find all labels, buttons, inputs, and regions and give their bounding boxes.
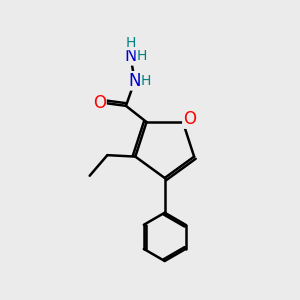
Text: N: N <box>128 72 141 90</box>
Text: H: H <box>125 35 136 50</box>
Text: O: O <box>183 110 196 128</box>
Text: H: H <box>141 74 151 88</box>
Text: H: H <box>136 49 147 63</box>
Text: N: N <box>124 47 136 65</box>
Text: O: O <box>93 94 106 112</box>
